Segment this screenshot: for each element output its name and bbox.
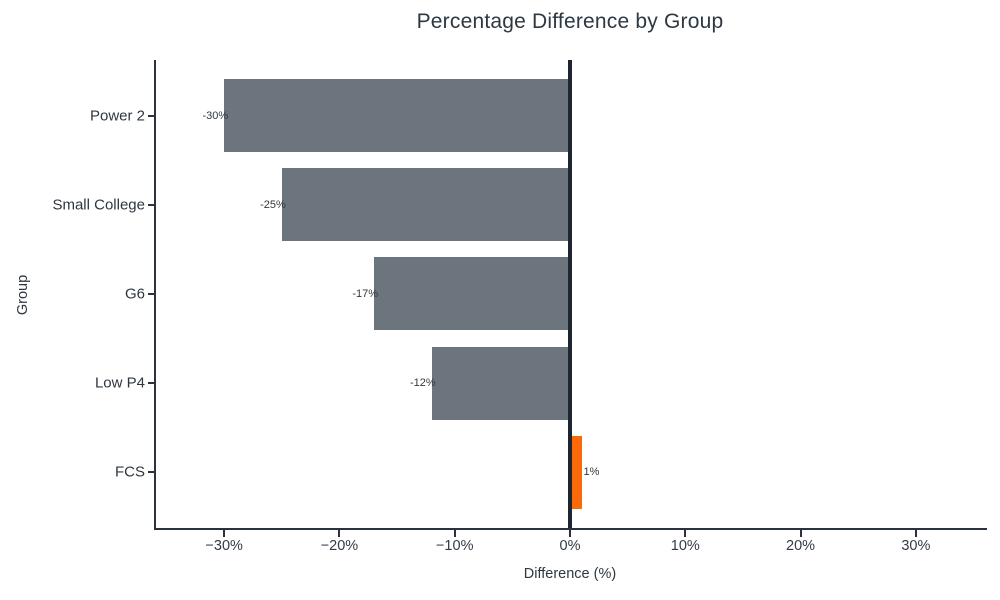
bar-low-p4 <box>431 346 570 420</box>
x-tick-label: 20% <box>786 538 816 554</box>
x-tick-mark <box>223 530 226 537</box>
bar-value-label: -17% <box>352 287 379 300</box>
y-tick-label-power-2: Power 2 <box>89 107 145 124</box>
x-tick-mark <box>799 530 802 537</box>
x-tick-label: 10% <box>670 538 700 554</box>
x-tick-mark <box>684 530 687 537</box>
bar-fcs <box>570 435 582 509</box>
x-tick-label: 0% <box>559 538 581 554</box>
bar-value-label: -12% <box>409 377 436 390</box>
x-tick-label: −10% <box>435 538 474 554</box>
bar-value-label: 1% <box>583 466 600 479</box>
x-tick-label: 30% <box>901 538 931 554</box>
y-tick-mark <box>148 114 155 117</box>
x-tick-mark <box>453 530 456 537</box>
bar-value-label: -25% <box>260 198 286 211</box>
x-axis-label: Difference (%) <box>523 566 617 582</box>
y-tick-label-fcs: FCS <box>115 463 145 481</box>
x-tick-mark <box>569 530 571 537</box>
x-tick-label: −20% <box>320 538 359 554</box>
y-axis-label: Group <box>15 274 31 316</box>
y-tick-mark <box>148 203 155 206</box>
y-tick-label-small-college: Small College <box>52 196 145 214</box>
x-tick-mark <box>338 530 341 537</box>
y-tick-mark <box>148 471 155 474</box>
y-tick-mark <box>148 292 155 295</box>
chart-title: Percentage Difference by Group <box>416 10 724 33</box>
y-tick-label-g6: G6 <box>124 285 145 303</box>
bar-power-2 <box>224 79 570 152</box>
x-tick-label: −30% <box>205 538 243 554</box>
y-tick-label-low-p4: Low P4 <box>94 374 145 392</box>
x-axis-spine <box>154 528 987 530</box>
zero-reference-line <box>568 60 572 528</box>
x-tick-mark <box>914 530 917 537</box>
bar-small-college <box>281 168 570 242</box>
y-tick-mark <box>148 382 155 385</box>
bar-value-label: -30% <box>202 109 229 122</box>
bar-g6 <box>374 257 570 331</box>
y-axis-spine <box>154 60 156 530</box>
